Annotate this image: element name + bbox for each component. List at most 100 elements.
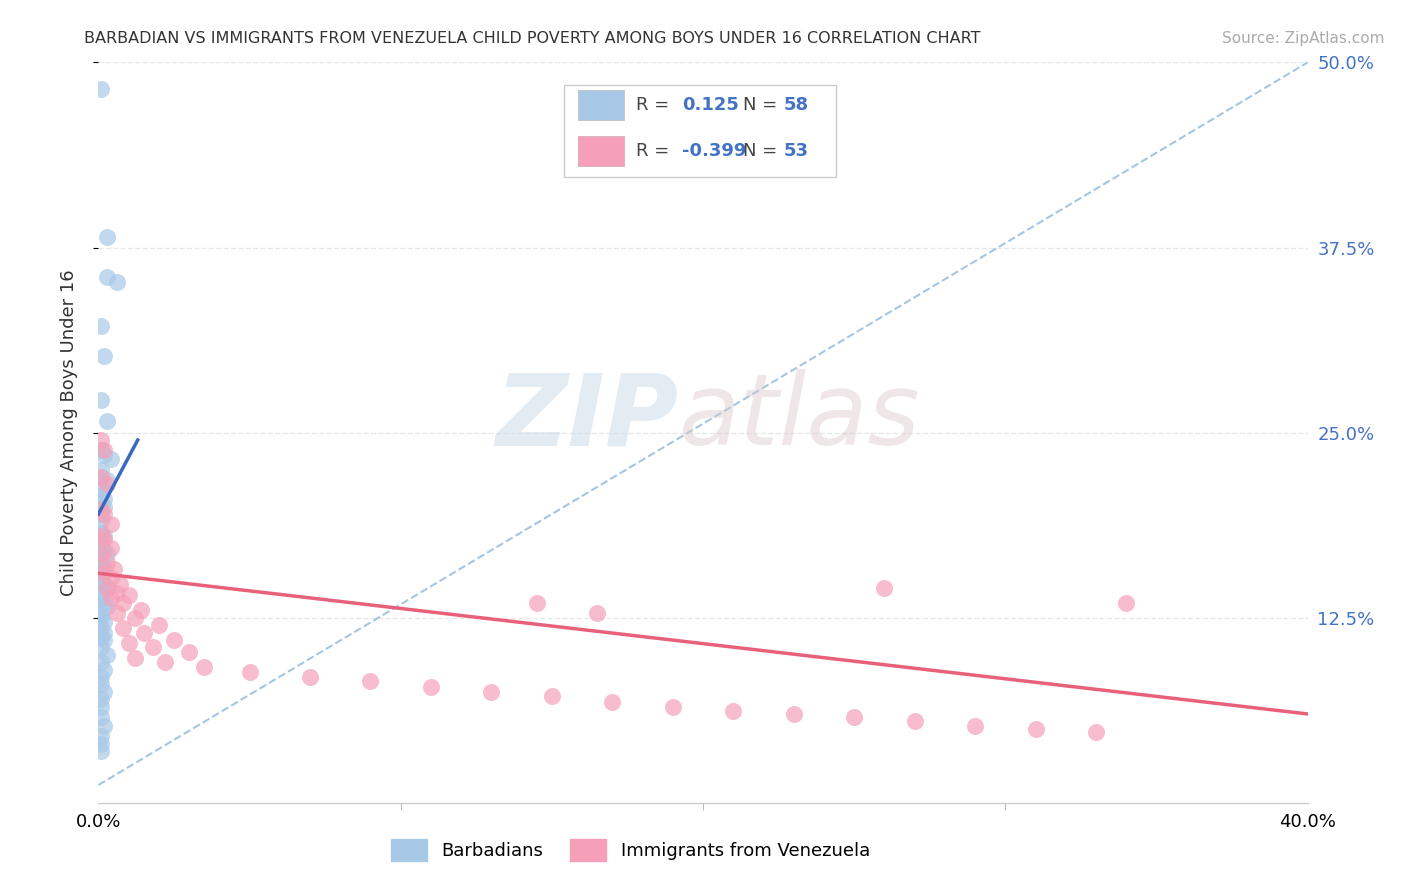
Point xyxy=(96,473,118,487)
Point xyxy=(90,621,112,635)
Point xyxy=(108,576,131,591)
Point xyxy=(93,562,115,576)
Point xyxy=(90,729,112,743)
Text: N =: N = xyxy=(742,96,778,114)
Text: atlas: atlas xyxy=(679,369,921,467)
Text: 0.125: 0.125 xyxy=(682,96,740,114)
Point xyxy=(602,695,624,709)
Point xyxy=(105,607,128,621)
Point xyxy=(111,621,134,635)
Point xyxy=(90,640,112,655)
Point xyxy=(90,655,112,669)
Point xyxy=(90,607,112,621)
Point xyxy=(96,581,118,595)
Point xyxy=(90,470,112,484)
Point xyxy=(193,659,215,673)
Point xyxy=(526,596,548,610)
Text: 53: 53 xyxy=(785,143,808,161)
Text: BARBADIAN VS IMMIGRANTS FROM VENEZUELA CHILD POVERTY AMONG BOYS UNDER 16 CORRELA: BARBADIAN VS IMMIGRANTS FROM VENEZUELA C… xyxy=(84,31,981,46)
Point xyxy=(90,547,112,561)
Point xyxy=(90,526,112,541)
Point xyxy=(111,596,134,610)
Point xyxy=(153,655,176,669)
Point xyxy=(481,685,503,699)
Point xyxy=(100,591,122,606)
Point xyxy=(90,507,112,521)
Point xyxy=(124,610,146,624)
Point xyxy=(90,502,112,516)
Point xyxy=(105,275,128,289)
Point xyxy=(96,600,118,615)
Point xyxy=(360,674,382,689)
Point xyxy=(93,492,115,507)
Point xyxy=(90,551,112,566)
Point xyxy=(96,648,118,662)
Point xyxy=(90,591,112,606)
Point xyxy=(96,581,118,595)
Text: N =: N = xyxy=(742,143,778,161)
Point xyxy=(93,615,115,629)
Point xyxy=(90,488,112,502)
Point xyxy=(93,533,115,547)
Point xyxy=(124,650,146,665)
Point xyxy=(96,556,118,570)
FancyBboxPatch shape xyxy=(564,85,837,178)
Point xyxy=(844,710,866,724)
Point xyxy=(965,719,987,733)
Point xyxy=(93,632,115,647)
Legend: Barbadians, Immigrants from Venezuela: Barbadians, Immigrants from Venezuela xyxy=(384,831,877,868)
Point xyxy=(90,482,112,496)
Point xyxy=(90,515,112,529)
Point xyxy=(93,576,115,591)
Point xyxy=(90,610,112,624)
Point xyxy=(93,719,115,733)
Text: Source: ZipAtlas.com: Source: ZipAtlas.com xyxy=(1222,31,1385,46)
Point xyxy=(239,665,262,680)
Point xyxy=(93,544,115,558)
Point xyxy=(1115,596,1137,610)
Text: ZIP: ZIP xyxy=(496,369,679,467)
Point xyxy=(118,636,141,650)
Point xyxy=(100,541,122,555)
Point xyxy=(90,692,112,706)
Point xyxy=(93,507,115,521)
Point xyxy=(90,318,112,333)
Y-axis label: Child Poverty Among Boys Under 16: Child Poverty Among Boys Under 16 xyxy=(59,269,77,596)
Point xyxy=(142,640,165,655)
Point xyxy=(904,714,927,729)
Point xyxy=(90,670,112,684)
Point xyxy=(90,677,112,691)
Point xyxy=(90,82,112,96)
Point xyxy=(90,566,112,581)
Text: R =: R = xyxy=(637,96,669,114)
Point xyxy=(103,562,125,576)
Point xyxy=(723,704,745,718)
Point xyxy=(90,710,112,724)
Point xyxy=(783,706,806,721)
Point xyxy=(90,392,112,407)
Point xyxy=(179,645,201,659)
Point xyxy=(90,589,112,603)
Point xyxy=(96,547,118,561)
Point xyxy=(118,589,141,603)
Point xyxy=(105,585,128,599)
Point xyxy=(148,618,170,632)
Point xyxy=(129,603,152,617)
Point xyxy=(93,443,115,458)
Point xyxy=(93,448,115,462)
Point xyxy=(100,517,122,532)
Point xyxy=(90,443,112,458)
Point xyxy=(93,349,115,363)
Point xyxy=(90,541,112,555)
Point xyxy=(90,574,112,588)
Point xyxy=(90,433,112,447)
Point xyxy=(1085,724,1108,739)
Point xyxy=(90,536,112,550)
Point xyxy=(90,699,112,714)
Point xyxy=(93,663,115,677)
Point xyxy=(93,685,115,699)
Text: 58: 58 xyxy=(785,96,808,114)
Point xyxy=(299,670,322,684)
Point xyxy=(163,632,186,647)
Point xyxy=(873,581,896,595)
